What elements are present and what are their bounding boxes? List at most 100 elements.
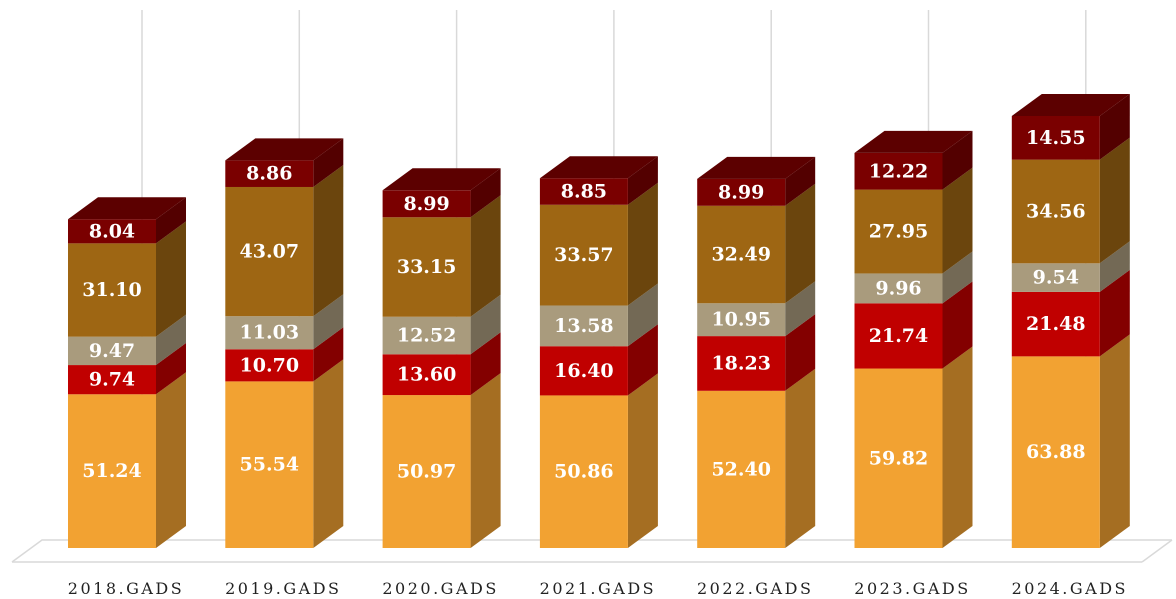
data-label: 9.54 bbox=[1033, 267, 1079, 289]
data-label: 16.40 bbox=[554, 360, 614, 382]
bar-side bbox=[785, 368, 816, 548]
bar-top bbox=[1011, 93, 1130, 116]
bar bbox=[539, 305, 628, 347]
bar-side bbox=[942, 346, 973, 548]
bar bbox=[225, 160, 314, 187]
bar-side bbox=[156, 197, 186, 244]
bar bbox=[225, 186, 314, 317]
data-label: 55.54 bbox=[240, 454, 300, 476]
data-label: 43.07 bbox=[240, 241, 300, 263]
data-label: 11.03 bbox=[240, 322, 300, 344]
data-label: 10.95 bbox=[711, 309, 771, 331]
data-label: 13.60 bbox=[397, 364, 457, 386]
bar bbox=[225, 349, 314, 382]
bar-side bbox=[942, 130, 973, 190]
bar bbox=[382, 354, 471, 396]
data-label: 8.86 bbox=[246, 163, 292, 185]
bar bbox=[697, 178, 786, 206]
bar-side bbox=[942, 251, 973, 304]
data-label: 8.99 bbox=[403, 193, 449, 215]
x-tick-label: 2018.GADS bbox=[68, 579, 184, 598]
bar-side bbox=[313, 359, 344, 548]
data-label: 27.95 bbox=[869, 221, 929, 243]
bar bbox=[382, 395, 471, 548]
x-tick-label: 2024.GADS bbox=[1012, 579, 1128, 598]
data-label: 8.04 bbox=[89, 220, 135, 242]
x-tick-label: 2019.GADS bbox=[225, 579, 341, 598]
bar-side bbox=[1099, 93, 1130, 160]
bar-side bbox=[470, 332, 501, 396]
data-label: 52.40 bbox=[711, 458, 771, 480]
data-label: 59.82 bbox=[869, 447, 929, 469]
bar-side bbox=[313, 138, 344, 187]
data-label: 32.49 bbox=[711, 244, 771, 266]
bar bbox=[68, 219, 156, 244]
data-label: 51.24 bbox=[82, 460, 142, 482]
bar bbox=[539, 178, 628, 205]
bar bbox=[225, 381, 314, 548]
bar bbox=[854, 368, 943, 548]
bar-side bbox=[1099, 241, 1130, 292]
bar-top bbox=[382, 168, 501, 191]
bar-side bbox=[627, 373, 658, 548]
data-label: 33.15 bbox=[397, 256, 457, 278]
bar bbox=[854, 189, 943, 274]
bar bbox=[1011, 356, 1100, 548]
bar bbox=[854, 152, 943, 190]
x-tick-label: 2022.GADS bbox=[697, 579, 813, 598]
bar-top bbox=[854, 130, 973, 153]
bar-top bbox=[697, 156, 816, 179]
bar-side bbox=[156, 221, 186, 337]
bar-top bbox=[539, 156, 658, 179]
bar-side bbox=[470, 195, 501, 317]
bar bbox=[1011, 115, 1100, 160]
bar-side bbox=[156, 314, 186, 366]
bar-side bbox=[470, 294, 501, 355]
bar-side bbox=[1099, 269, 1130, 357]
bar bbox=[697, 390, 786, 548]
bar-side bbox=[313, 294, 344, 350]
data-label: 18.23 bbox=[711, 352, 771, 374]
bar-top bbox=[68, 197, 186, 220]
bar bbox=[1011, 159, 1100, 264]
bar-side bbox=[785, 183, 816, 304]
data-label: 21.48 bbox=[1026, 313, 1086, 335]
bar bbox=[68, 394, 156, 548]
bar bbox=[854, 303, 943, 369]
data-label: 33.57 bbox=[554, 244, 614, 266]
data-label: 12.52 bbox=[397, 325, 457, 347]
bar-side bbox=[156, 372, 186, 548]
data-label: 63.88 bbox=[1026, 441, 1086, 463]
bar-side bbox=[627, 283, 658, 347]
bar-side bbox=[785, 281, 816, 337]
data-label: 10.70 bbox=[240, 354, 300, 376]
bar-side bbox=[470, 168, 501, 218]
bar bbox=[225, 316, 314, 350]
x-tick-label: 2023.GADS bbox=[854, 579, 970, 598]
bar-side bbox=[942, 281, 973, 369]
bar bbox=[697, 303, 786, 337]
bar bbox=[854, 273, 943, 304]
bar-side bbox=[942, 167, 973, 274]
data-label: 34.56 bbox=[1026, 200, 1086, 222]
bar bbox=[539, 204, 628, 306]
x-tick-label: 2021.GADS bbox=[540, 579, 656, 598]
bar-side bbox=[313, 164, 344, 317]
bar bbox=[382, 190, 471, 218]
bar bbox=[1011, 291, 1100, 357]
bar bbox=[1011, 263, 1100, 292]
bar bbox=[382, 316, 471, 355]
data-label: 21.74 bbox=[869, 325, 929, 347]
data-label: 12.22 bbox=[869, 160, 929, 182]
data-label: 9.96 bbox=[875, 277, 921, 299]
bar bbox=[68, 336, 156, 366]
bar bbox=[697, 336, 786, 391]
bar-side bbox=[1099, 137, 1130, 264]
data-label: 31.10 bbox=[82, 279, 142, 301]
bar-side bbox=[627, 324, 658, 396]
bar-side bbox=[785, 314, 816, 391]
bar-side bbox=[627, 156, 658, 205]
bar bbox=[68, 243, 156, 337]
data-label: 50.86 bbox=[554, 461, 614, 483]
